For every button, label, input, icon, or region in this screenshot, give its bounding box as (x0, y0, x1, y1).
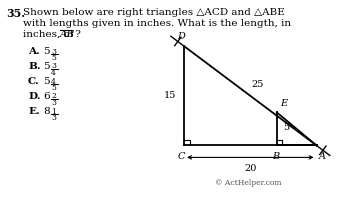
Text: 15: 15 (164, 91, 176, 100)
Text: 5: 5 (284, 123, 289, 132)
Text: 5: 5 (51, 54, 56, 62)
Text: 3: 3 (51, 114, 56, 122)
Text: B: B (273, 152, 280, 161)
Text: A.: A. (28, 47, 40, 56)
Text: 6: 6 (43, 92, 50, 101)
Text: 5: 5 (43, 77, 50, 86)
Text: A: A (318, 152, 326, 161)
Text: 20: 20 (244, 164, 257, 173)
Text: AB: AB (60, 30, 75, 39)
Text: Shown below are right triangles △ACD and △ABE: Shown below are right triangles △ACD and… (23, 8, 285, 17)
Text: 5: 5 (43, 62, 50, 71)
Text: 25: 25 (252, 80, 264, 89)
Text: C: C (178, 152, 185, 161)
Text: 1: 1 (51, 107, 56, 115)
Text: inches, of: inches, of (23, 30, 77, 39)
Text: 5: 5 (43, 47, 50, 56)
Text: with lengths given in inches. What is the length, in: with lengths given in inches. What is th… (23, 19, 291, 28)
Text: C.: C. (28, 77, 40, 86)
Text: 3: 3 (51, 62, 56, 70)
Text: 2: 2 (51, 93, 56, 100)
Text: D: D (177, 32, 186, 41)
Text: B.: B. (28, 62, 41, 71)
Text: 3: 3 (51, 48, 56, 56)
Text: 3: 3 (51, 99, 56, 107)
Text: ?: ? (72, 30, 81, 39)
Text: 8: 8 (43, 107, 50, 116)
Text: © ActHelper.com: © ActHelper.com (215, 179, 281, 187)
Text: E.: E. (28, 107, 40, 116)
Text: 4: 4 (51, 69, 56, 77)
Text: 35.: 35. (6, 8, 25, 19)
Text: E: E (280, 100, 287, 108)
Text: 5: 5 (51, 84, 56, 92)
Text: 4: 4 (51, 77, 56, 86)
Text: D.: D. (28, 92, 41, 101)
